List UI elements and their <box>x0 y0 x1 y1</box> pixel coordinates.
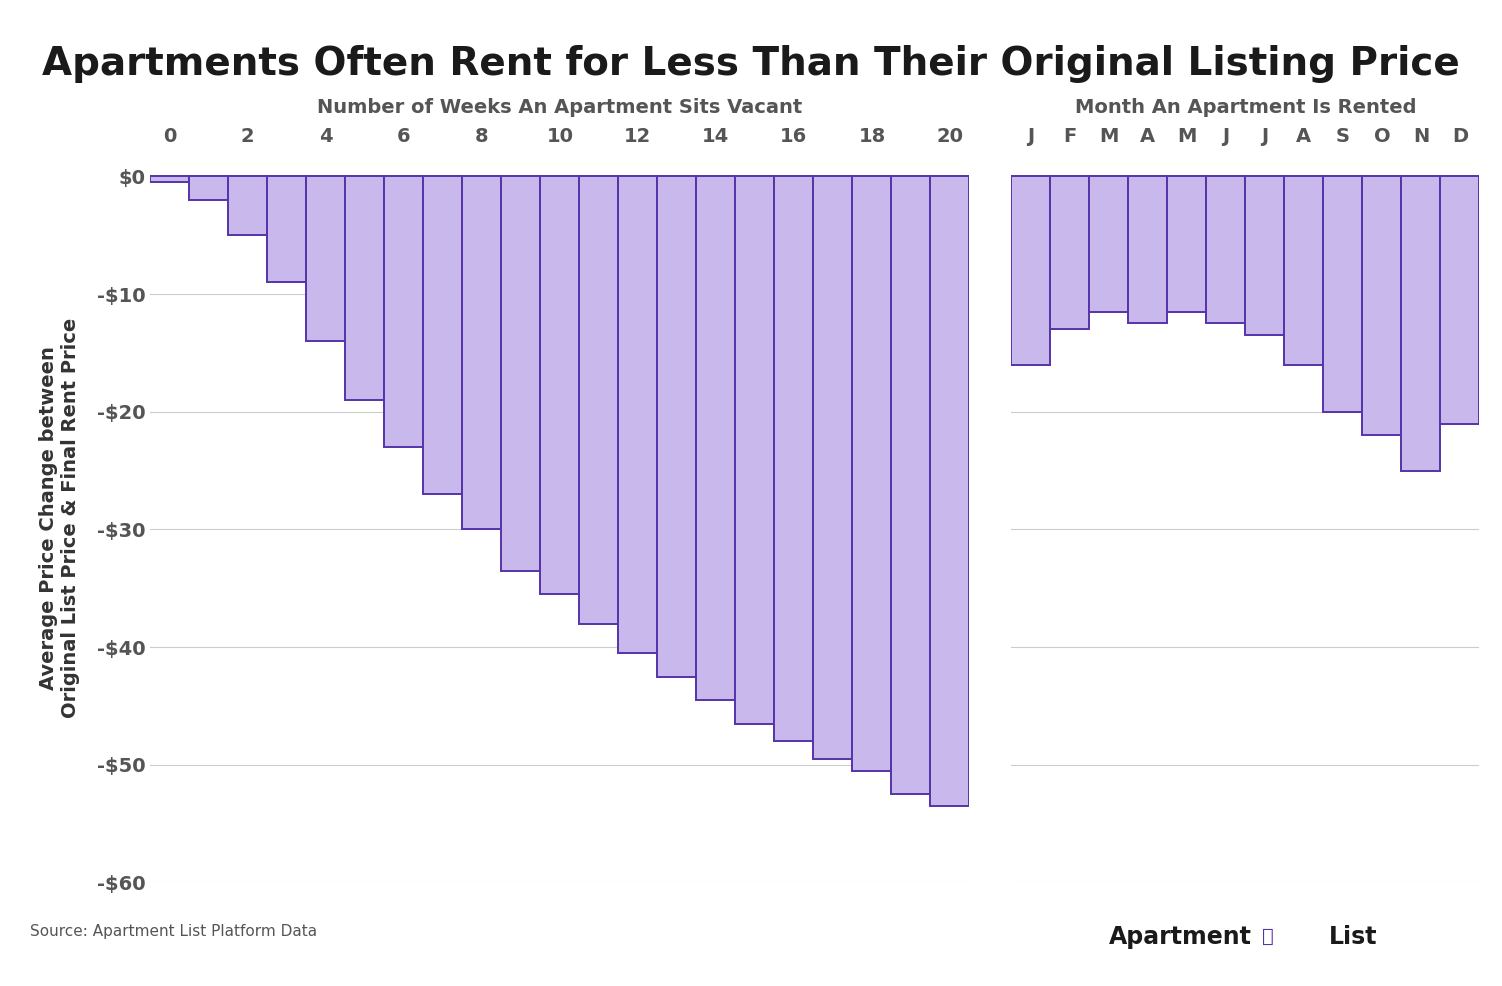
Bar <box>189 176 228 200</box>
Bar <box>1245 176 1284 335</box>
Bar <box>1050 176 1089 329</box>
Bar <box>541 176 580 595</box>
Bar <box>580 176 619 623</box>
X-axis label: Month An Apartment Is Rented: Month An Apartment Is Rented <box>1074 98 1416 117</box>
Text: Apartments Often Rent for Less Than Their Original Listing Price: Apartments Often Rent for Less Than Thei… <box>42 45 1460 83</box>
X-axis label: Number of Weeks An Apartment Sits Vacant: Number of Weeks An Apartment Sits Vacant <box>317 98 802 117</box>
Bar <box>697 176 736 700</box>
Bar <box>1011 176 1050 365</box>
Bar <box>930 176 969 806</box>
Bar <box>502 176 541 571</box>
Text: ⧖: ⧖ <box>1262 927 1274 947</box>
Bar <box>658 176 697 676</box>
Bar <box>150 176 189 182</box>
Bar <box>306 176 345 341</box>
Bar <box>1167 176 1206 312</box>
Bar <box>1206 176 1245 323</box>
Y-axis label: Average Price Change between
Original List Price & Final Rent Price: Average Price Change between Original Li… <box>39 317 80 718</box>
Bar <box>1284 176 1323 365</box>
Bar <box>775 176 814 741</box>
Bar <box>385 176 424 447</box>
Bar <box>892 176 930 794</box>
Bar <box>736 176 775 724</box>
Text: Apartment: Apartment <box>1108 925 1251 949</box>
Bar <box>345 176 385 400</box>
Bar <box>424 176 463 494</box>
Bar <box>267 176 306 282</box>
Bar <box>619 176 658 653</box>
Bar <box>1323 176 1362 412</box>
Bar <box>853 176 892 771</box>
Bar <box>1362 176 1401 435</box>
Bar <box>463 176 502 529</box>
Text: List: List <box>1329 925 1377 949</box>
Bar <box>1128 176 1167 323</box>
Bar <box>1401 176 1440 470</box>
Bar <box>814 176 853 759</box>
Text: Source: Apartment List Platform Data: Source: Apartment List Platform Data <box>30 924 317 940</box>
Bar <box>1089 176 1128 312</box>
Bar <box>228 176 267 236</box>
Bar <box>1440 176 1479 424</box>
